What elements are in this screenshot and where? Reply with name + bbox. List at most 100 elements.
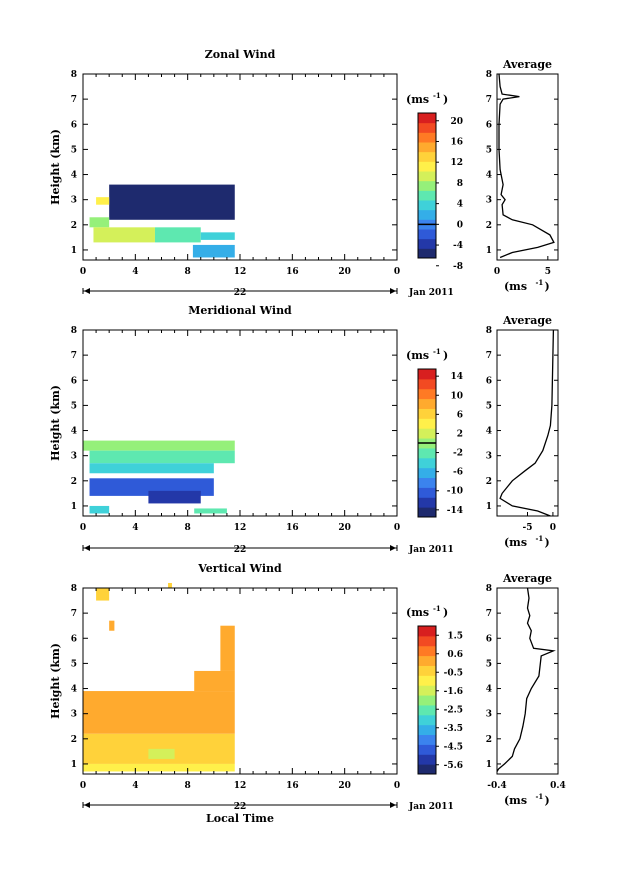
colorbar-segment [418, 229, 436, 240]
y-tick-label: 3 [71, 452, 77, 462]
average-profile-line [498, 73, 555, 259]
date-arrow-right [390, 545, 396, 551]
colorbar-tick-label: -1.6 [444, 687, 463, 697]
colorbar-segment [418, 238, 436, 249]
x-tick-label: 20 [338, 781, 351, 791]
colorbar-segment [418, 428, 436, 439]
data-region [89, 217, 110, 228]
average-x-label-paren: ) [545, 536, 550, 549]
average-y-tick-label: 3 [486, 710, 492, 720]
x-tick-label: 0 [394, 267, 400, 277]
colorbar-segment [418, 675, 436, 686]
colorbar-segment [418, 467, 436, 479]
colorbar-segment [418, 655, 436, 666]
colorbar-segment [418, 645, 436, 657]
colorbar-segment [418, 209, 436, 220]
average-y-tick-label: 8 [486, 326, 492, 336]
colorbar-segment [418, 447, 436, 459]
colorbar-segment [418, 714, 436, 726]
average-y-tick-label: 8 [486, 584, 492, 594]
average-title: Average [502, 314, 552, 327]
x-tick-label: 0 [394, 781, 400, 791]
colorbar-tick-label: 16 [450, 137, 463, 147]
data-region [83, 763, 235, 772]
x-tick-label: 0 [80, 267, 86, 277]
average-title: Average [502, 572, 552, 585]
colorbar-segment [418, 113, 436, 124]
colorbar-tick-label: 0.6 [447, 650, 463, 660]
average-frame [496, 587, 559, 775]
colorbar-segment [418, 704, 436, 716]
x-axis-label: Local Time [206, 812, 274, 825]
y-tick-label: 6 [71, 376, 77, 386]
data-region [109, 620, 115, 631]
unit-paren: ) [443, 93, 448, 106]
colorbar-tick-label: 2 [457, 429, 463, 439]
colorbar-segment [418, 635, 436, 647]
data-region [200, 232, 235, 240]
colorbar-tick-label: -4.5 [444, 742, 463, 752]
colorbar-segment [418, 754, 436, 765]
x-tick-label: 0 [394, 523, 400, 533]
unit-label: (ms [406, 349, 429, 362]
y-tick-label: 3 [71, 196, 77, 206]
average-y-tick-label: 5 [486, 145, 492, 155]
x-tick-label: 16 [286, 523, 299, 533]
x-tick-label: 4 [132, 523, 138, 533]
y-tick-label: 7 [71, 95, 77, 105]
x-tick-label: 4 [132, 267, 138, 277]
average-y-tick-label: 2 [486, 221, 492, 231]
colorbar-segment [418, 200, 436, 211]
panel-title: Meridional Wind [188, 304, 292, 317]
y-tick-label: 2 [71, 477, 77, 487]
colorbar-tick-label: 0 [457, 220, 463, 230]
x-tick-label: 8 [185, 267, 191, 277]
colorbar-segment [418, 180, 436, 191]
y-tick-label: 8 [71, 326, 77, 336]
x-tick-label: 4 [132, 781, 138, 791]
date-center: 22 [234, 545, 247, 555]
date-label: Jan 2011 [408, 545, 454, 555]
colorbar-frame [417, 112, 437, 259]
colorbar-tick-label: -2.5 [444, 705, 463, 715]
y-tick-label: 1 [71, 502, 77, 512]
average-x-tick-label: 0 [494, 267, 500, 277]
date-arrow-left [84, 545, 90, 551]
colorbar-segment [418, 764, 436, 775]
unit-exponent: -1 [433, 604, 441, 613]
average-y-tick-label: 7 [486, 609, 492, 619]
y-axis-label: Height (km) [49, 129, 62, 205]
average-frame [496, 73, 559, 261]
colorbar-tick-label: -14 [447, 506, 463, 516]
y-tick-label: 7 [71, 609, 77, 619]
average-x-label-exponent: -1 [536, 278, 544, 287]
date-arrow-left [84, 802, 90, 808]
colorbar-tick-label: -8 [453, 262, 463, 272]
colorbar-segment [418, 151, 436, 162]
data-region [89, 463, 214, 474]
y-tick-label: 6 [71, 634, 77, 644]
average-y-tick-label: 2 [486, 477, 492, 487]
data-region [89, 450, 235, 464]
colorbar-tick-label: 6 [457, 410, 463, 420]
y-tick-label: 8 [71, 584, 77, 594]
data-region [154, 227, 201, 243]
average-y-tick-label: 4 [486, 685, 492, 695]
colorbar-tick-label: 10 [450, 391, 463, 401]
colorbar-segment [418, 161, 436, 172]
unit-paren: ) [443, 349, 448, 362]
average-y-tick-label: 1 [486, 246, 492, 256]
x-tick-label: 20 [338, 523, 351, 533]
x-tick-label: 20 [338, 267, 351, 277]
average-x-label: (ms [504, 280, 527, 293]
colorbar-tick-label: -10 [447, 487, 463, 497]
y-tick-label: 1 [71, 246, 77, 256]
colorbar-segment [418, 497, 436, 508]
y-tick-label: 1 [71, 760, 77, 770]
colorbar-tick-label: -3.5 [444, 724, 463, 734]
data-region [192, 244, 235, 258]
x-tick-label: 8 [185, 523, 191, 533]
average-y-tick-label: 1 [486, 502, 492, 512]
colorbar-segment [418, 408, 436, 419]
